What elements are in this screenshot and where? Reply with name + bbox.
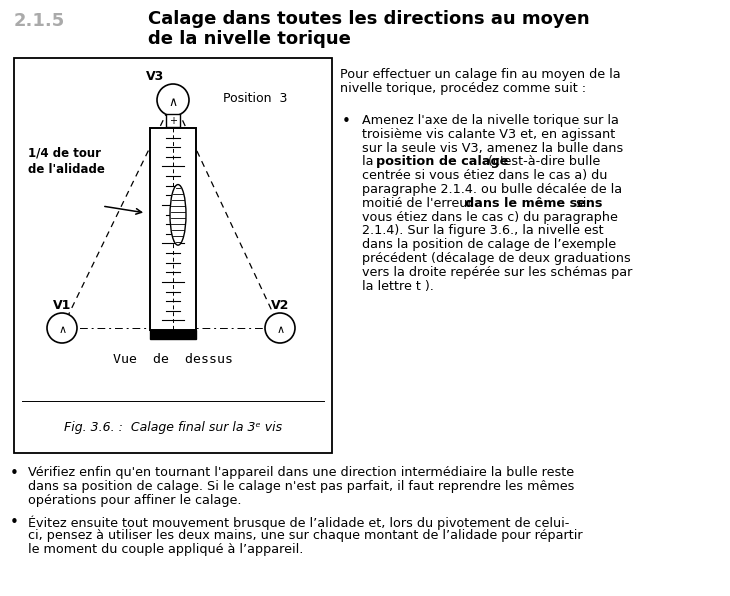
Text: centrée si vous étiez dans le cas a) du: centrée si vous étiez dans le cas a) du xyxy=(362,169,607,182)
Text: Fig. 3.6. :  Calage final sur la 3ᵉ vis: Fig. 3.6. : Calage final sur la 3ᵉ vis xyxy=(64,421,282,433)
Text: 2.1.4). Sur la figure 3.6., la nivelle est: 2.1.4). Sur la figure 3.6., la nivelle e… xyxy=(362,225,604,237)
Text: (c'est-à-dire bulle: (c'est-à-dire bulle xyxy=(484,156,600,169)
Text: nivelle torique, procédez comme suit :: nivelle torique, procédez comme suit : xyxy=(340,82,586,95)
Bar xyxy=(150,128,196,330)
Bar xyxy=(166,114,180,127)
Text: dans sa position de calage. Si le calage n'est pas parfait, il faut reprendre le: dans sa position de calage. Si le calage… xyxy=(28,480,575,493)
Text: troisième vis calante V3 et, en agissant: troisième vis calante V3 et, en agissant xyxy=(362,128,615,141)
Text: dans la position de calage de l’exemple: dans la position de calage de l’exemple xyxy=(362,238,616,251)
Text: la lettre t ).: la lettre t ). xyxy=(362,280,434,293)
Text: sur la seule vis V3, amenez la bulle dans: sur la seule vis V3, amenez la bulle dan… xyxy=(362,142,623,154)
Text: Position  3: Position 3 xyxy=(223,92,288,104)
Text: Amenez l'axe de la nivelle torique sur la: Amenez l'axe de la nivelle torique sur l… xyxy=(362,114,619,127)
Text: si: si xyxy=(572,197,586,210)
Text: •: • xyxy=(9,516,18,530)
Text: opérations pour affiner le calage.: opérations pour affiner le calage. xyxy=(28,493,242,507)
Text: 2.1.5: 2.1.5 xyxy=(14,12,65,30)
Text: précédent (décalage de deux graduations: précédent (décalage de deux graduations xyxy=(362,252,631,265)
Text: vers la droite repérée sur les schémas par: vers la droite repérée sur les schémas p… xyxy=(362,266,632,279)
Text: dans le même sens: dans le même sens xyxy=(465,197,602,210)
Text: position de calage: position de calage xyxy=(375,156,508,169)
Bar xyxy=(14,58,332,453)
Text: V2: V2 xyxy=(271,299,289,312)
Text: ci, pensez à utiliser les deux mains, une sur chaque montant de l’alidade pour r: ci, pensez à utiliser les deux mains, un… xyxy=(28,529,583,542)
Text: Calage dans toutes les directions au moyen: Calage dans toutes les directions au moy… xyxy=(148,10,590,28)
Text: de la nivelle torique: de la nivelle torique xyxy=(148,30,351,48)
Text: Pour effectuer un calage fin au moyen de la: Pour effectuer un calage fin au moyen de… xyxy=(340,68,620,81)
Text: V1: V1 xyxy=(53,299,72,312)
Circle shape xyxy=(157,84,189,116)
Ellipse shape xyxy=(170,185,186,245)
Text: vous étiez dans le cas c) du paragraphe: vous étiez dans le cas c) du paragraphe xyxy=(362,210,618,224)
Text: le moment du couple appliqué à l’appareil.: le moment du couple appliqué à l’apparei… xyxy=(28,543,304,556)
Text: 1/4 de tour
de l'alidade: 1/4 de tour de l'alidade xyxy=(28,146,105,176)
Text: •: • xyxy=(342,114,350,129)
Text: la: la xyxy=(362,156,377,169)
Text: Vérifiez enfin qu'en tournant l'appareil dans une direction intermédiaire la bul: Vérifiez enfin qu'en tournant l'appareil… xyxy=(28,466,574,479)
Text: +: + xyxy=(169,116,177,126)
Text: moitié de l'erreur: moitié de l'erreur xyxy=(362,197,477,210)
Circle shape xyxy=(265,313,295,343)
Text: Vue  de  dessus: Vue de dessus xyxy=(113,353,233,366)
Text: V3: V3 xyxy=(146,70,164,83)
Text: ∧: ∧ xyxy=(169,95,177,108)
Text: ∧: ∧ xyxy=(277,325,285,335)
Circle shape xyxy=(47,313,77,343)
Text: ∧: ∧ xyxy=(59,325,67,335)
Text: Évitez ensuite tout mouvement brusque de l’alidade et, lors du pivotement de cel: Évitez ensuite tout mouvement brusque de… xyxy=(28,516,569,530)
Text: •: • xyxy=(9,466,18,481)
Text: paragraphe 2.1.4. ou bulle décalée de la: paragraphe 2.1.4. ou bulle décalée de la xyxy=(362,183,622,196)
Bar xyxy=(150,330,196,339)
